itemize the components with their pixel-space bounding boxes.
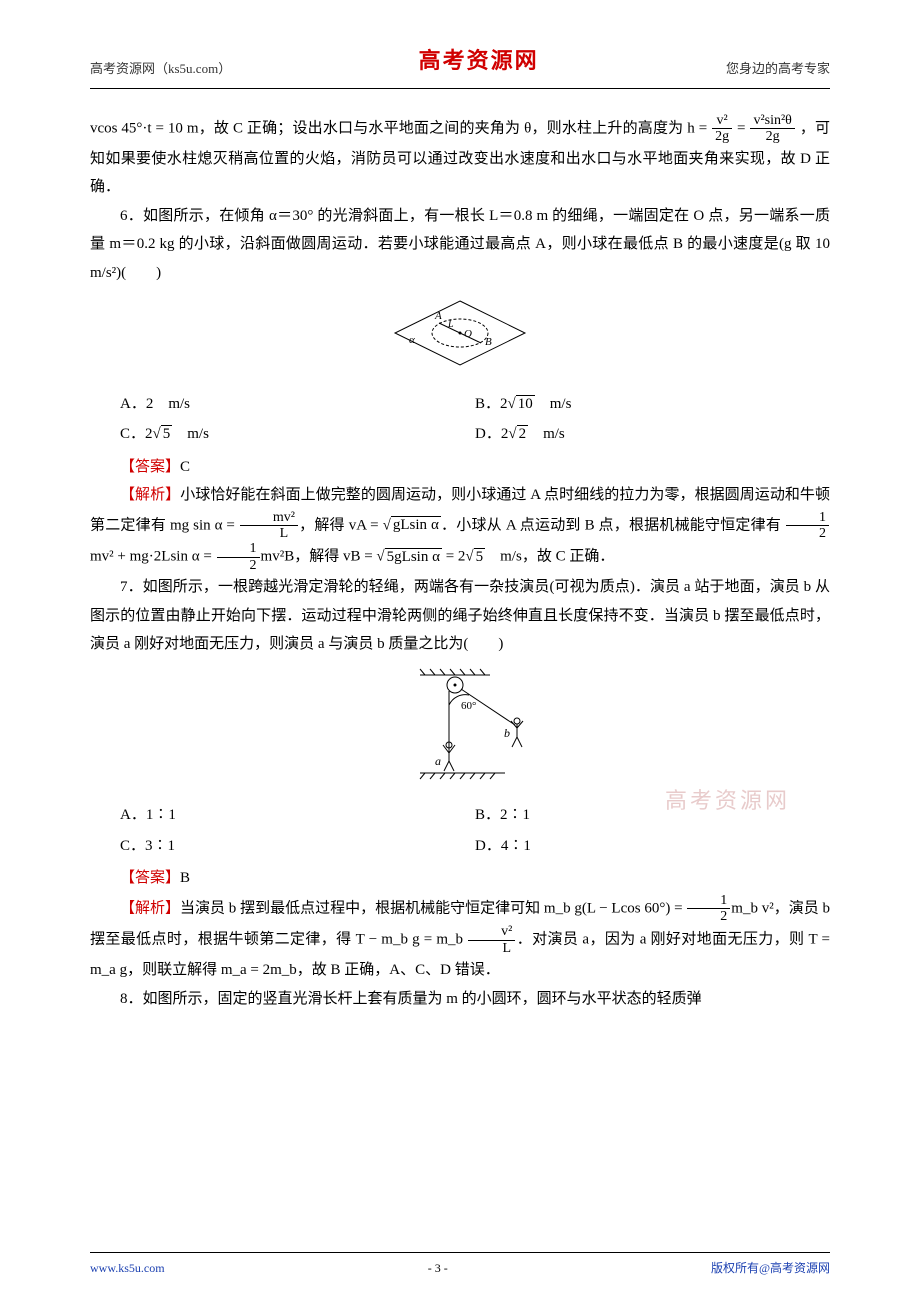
svg-text:L: L [447,319,454,330]
solution-label-7: 【解析】 [120,900,180,916]
frac-v2-L-b: v² L [468,924,515,956]
frac-v2-2g: v² 2g [712,113,732,145]
q6-answer: 【答案】C [90,453,830,482]
answer-label-7: 【答案】 [120,870,180,886]
svg-text:a: a [435,754,441,768]
q8-stem: 8．如图所示，固定的竖直光滑长杆上套有质量为 m 的小圆环，圆环与水平状态的轻质… [90,985,830,1014]
q7-stem: 7．如图所示，一根跨越光滑定滑轮的轻绳，两端各有一杂技演员(可视为质点)．演员 … [90,573,830,659]
footer-url: www.ks5u.com [90,1257,165,1280]
svg-text:α: α [409,334,415,346]
frac-half-2: 1 2 [217,541,260,573]
header-right: 您身边的高考专家 [726,57,830,82]
frac-v2sin2-2g: v²sin²θ 2g [750,113,794,145]
solution-label: 【解析】 [120,487,180,503]
header-center-logo: 高考资源网 [419,40,539,82]
q7-opt-c: C．3∶1 [120,832,475,861]
q7-solution: 【解析】当演员 b 摆到最低点过程中，根据机械能守恒定律可知 m_b g(L −… [90,893,830,985]
page-footer: www.ks5u.com - 3 - 版权所有@高考资源网 [90,1252,830,1280]
svg-text:A: A [434,310,442,322]
header-left: 高考资源网（ks5u.com） [90,57,231,82]
q6-figure: A O B L α [90,293,830,384]
svg-text:O: O [464,328,472,340]
q6-opt-d: D．2√2 m/s [475,420,830,449]
q6-opt-a: A．2 m/s [120,390,475,419]
q6-options: A．2 m/s B．2√10 m/s C．2√5 m/s D．2√2 m/s [120,390,830,449]
frac-half-1: 1 2 [786,510,829,542]
answer-label: 【答案】 [120,459,180,475]
footer-copyright: 版权所有@高考资源网 [711,1257,830,1280]
continuation-paragraph: vcos 45°·t = 10 m，故 C 正确；设出水口与水平地面之间的夹角为… [90,113,830,202]
q6-opt-c: C．2√5 m/s [120,420,475,449]
q7-figure: 60° a b [90,665,830,796]
q7-opt-d: D．4∶1 [475,832,830,861]
q6-opt-b: B．2√10 m/s [475,390,830,419]
frac-half-b: 1 2 [687,893,730,925]
svg-text:b: b [504,726,510,740]
page-header: 高考资源网（ks5u.com） 高考资源网 您身边的高考专家 [90,40,830,89]
q6-solution: 【解析】小球恰好能在斜面上做完整的圆周运动，则小球通过 A 点时细线的拉力为零，… [90,481,830,573]
svg-text:B: B [485,336,492,348]
footer-page-number: - 3 - [165,1257,711,1280]
svg-text:60°: 60° [461,700,476,712]
cont-pre: vcos 45°·t = 10 m，故 C 正确；设出水口与水平地面之间的夹角为… [90,120,711,136]
q7-answer: 【答案】B [90,864,830,893]
q6-stem: 6．如图所示，在倾角 α＝30° 的光滑斜面上，有一根长 L＝0.8 m 的细绳… [90,202,830,288]
page: 高考资源网（ks5u.com） 高考资源网 您身边的高考专家 vcos 45°·… [0,0,920,1302]
q7-opt-a: A．1∶1 [120,801,475,830]
frac-mv2-L: mv² L [240,510,298,542]
watermark: 高考资源网 [665,780,790,822]
cont-eq: = [737,120,749,136]
